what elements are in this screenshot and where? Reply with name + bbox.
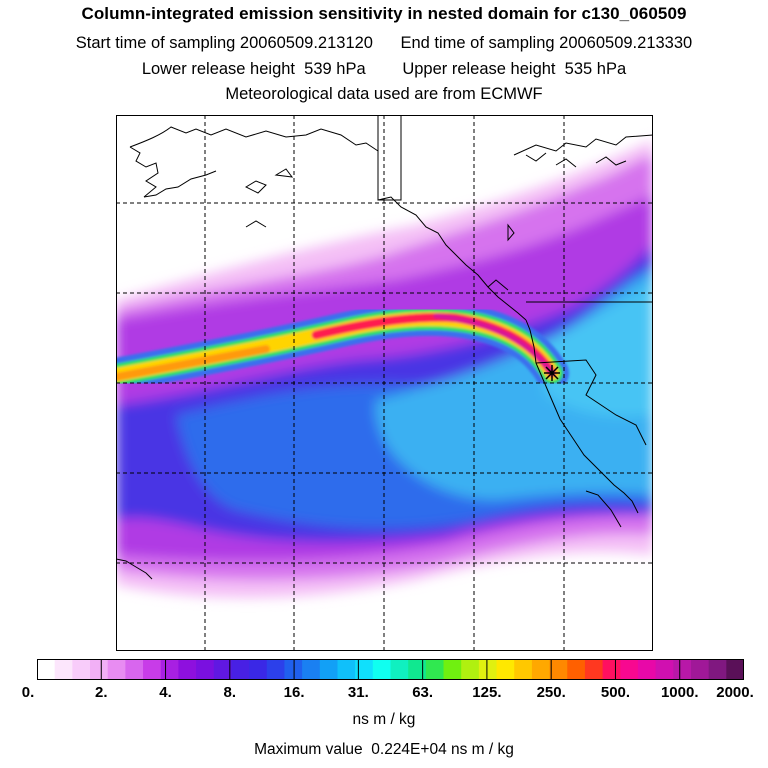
coastlines	[116, 115, 653, 580]
colorbar-swatch	[54, 659, 73, 680]
colorbar-tick-label: 63.	[412, 684, 434, 701]
colorbar-swatch	[37, 659, 56, 680]
colorbar-swatch	[531, 659, 551, 680]
colorbar-units: ns m / kg	[352, 711, 416, 728]
sensitivity-map	[116, 115, 653, 651]
colorbar-swatch	[567, 659, 586, 680]
colorbar-swatch	[496, 659, 515, 680]
colorbar-tick-label: 1000.	[660, 684, 699, 701]
sampling-time-line: Start time of sampling 20060509.213120 E…	[75, 34, 693, 52]
colorbar-tick-label: 8.	[223, 684, 237, 701]
colorbar-frame	[37, 659, 744, 680]
colorbar-swatch	[266, 659, 286, 680]
colorbar-swatch	[584, 659, 604, 680]
colorbar-swatch	[478, 659, 498, 680]
colorbar-swatch	[726, 659, 744, 680]
colorbar-swatch	[178, 659, 197, 680]
colorbar-swatch	[302, 659, 321, 680]
plume-streak	[116, 301, 569, 392]
colorbar-swatch	[319, 659, 339, 680]
colorbar-swatch	[655, 659, 674, 680]
colorbar-tick-label: 500.	[600, 684, 631, 701]
colorbar-swatch	[673, 659, 692, 680]
colorbar-tick-label: 0.	[21, 684, 35, 701]
colorbar-tick-labels: 0. 2. 4. 8. 16. 31. 63. 125. 250. 500. 1000. 2000.	[0, 684, 768, 704]
colorbar-swatch	[372, 659, 392, 680]
maximum-value: Maximum value 0.224E+04 ns m / kg	[254, 741, 514, 758]
colorbar-swatch	[143, 659, 162, 680]
colorbar-swatch	[408, 659, 427, 680]
colorbar-tick-label: 2.	[95, 684, 108, 701]
release-point-star	[544, 365, 560, 381]
release-height-line: Lower release height 539 hPa Upper relea…	[141, 60, 627, 78]
colorbar-swatch	[602, 659, 621, 680]
colorbar	[37, 659, 744, 680]
colorbar-tick-label: 16.	[283, 684, 305, 701]
colorbar-swatch	[514, 659, 533, 680]
colorbar-swatch	[337, 659, 356, 680]
colorbar-swatch	[284, 659, 303, 680]
colorbar-swatch	[690, 659, 710, 680]
colorbar-swatch	[196, 659, 215, 680]
plot-title: Column-integrated emission sensitivity i…	[81, 4, 687, 23]
colorbar-tick-label: 250.	[536, 684, 566, 701]
colorbar-swatch	[637, 659, 657, 680]
colorbar-swatch	[355, 659, 374, 680]
colorbar-swatch	[249, 659, 268, 680]
colorbar-swatch	[425, 659, 445, 680]
colorbar-tick-label: 2000.	[716, 684, 754, 701]
colorbar-swatch	[72, 659, 91, 680]
colorbar-tick-label: 4.	[159, 684, 172, 701]
colorbar-swatch	[125, 659, 144, 680]
colorbar-swatch	[620, 659, 639, 680]
colorbar-swatch	[549, 659, 568, 680]
met-data-line: Meteorological data used are from ECMWF	[225, 85, 543, 103]
latlon-grid	[116, 115, 653, 651]
colorbar-tick-label: 125.	[472, 684, 502, 701]
map-frame	[116, 115, 653, 651]
colorbar-swatch	[390, 659, 409, 680]
colorbar-swatch	[160, 659, 180, 680]
colorbar-swatch	[443, 659, 462, 680]
colorbar-tick-label: 31.	[347, 684, 369, 701]
colorbar-swatch	[231, 659, 250, 680]
colorbar-swatch	[461, 659, 480, 680]
colorbar-swatch	[708, 659, 727, 680]
colorbar-swatch	[107, 659, 126, 680]
colorbar-swatch	[90, 659, 109, 680]
colorbar-swatch	[213, 659, 233, 680]
